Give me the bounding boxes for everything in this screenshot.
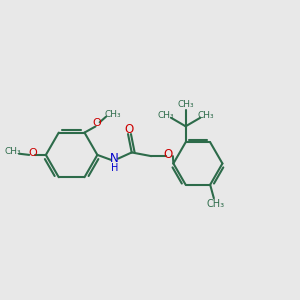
- Text: N: N: [110, 152, 119, 165]
- Text: CH₃: CH₃: [5, 148, 22, 157]
- Text: O: O: [164, 148, 173, 161]
- Text: CH₃: CH₃: [206, 199, 224, 208]
- Text: CH₃: CH₃: [105, 110, 121, 119]
- Text: O: O: [93, 118, 102, 128]
- Text: H: H: [111, 163, 118, 173]
- Text: O: O: [28, 148, 37, 158]
- Text: O: O: [125, 123, 134, 136]
- Text: CH₃: CH₃: [177, 100, 194, 109]
- Text: CH₃: CH₃: [157, 111, 174, 120]
- Text: CH₃: CH₃: [197, 111, 214, 120]
